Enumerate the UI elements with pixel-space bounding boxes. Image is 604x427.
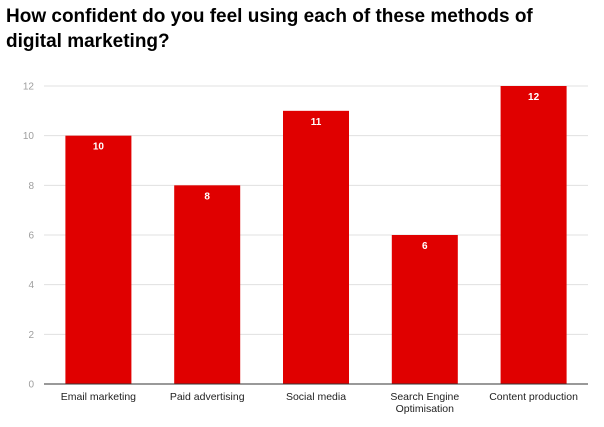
bar-2: [283, 110, 349, 384]
x-tick-label-3: Search Engine Optimisation: [390, 391, 459, 415]
y-tick-label-12: 12: [23, 82, 35, 93]
data-label-1: 8: [204, 191, 210, 202]
bar-3: [391, 235, 458, 384]
data-label-4: 12: [528, 92, 540, 103]
x-tick-label-line: Content production: [489, 391, 578, 403]
x-tick-label-line: Optimisation: [396, 403, 455, 415]
x-tick-label-0: Email marketing: [61, 391, 136, 403]
y-tick-label-8: 8: [28, 181, 34, 192]
x-tick-label-1: Paid advertising: [170, 391, 245, 403]
x-tick-label-line: Social media: [286, 391, 346, 403]
x-tick-label-2: Social media: [286, 391, 346, 403]
data-label-0: 10: [93, 142, 105, 153]
y-tick-label-0: 0: [28, 380, 34, 391]
y-tick-label-10: 10: [23, 131, 35, 142]
x-tick-label-line: Paid advertising: [170, 391, 245, 403]
bar-1: [174, 185, 241, 384]
x-tick-label-line: Search Engine: [390, 391, 459, 403]
y-tick-label-6: 6: [28, 231, 34, 242]
y-tick-label-2: 2: [28, 330, 34, 341]
data-label-2: 11: [311, 117, 322, 128]
y-tick-label-4: 4: [28, 280, 34, 291]
x-tick-label-4: Content production: [489, 391, 578, 403]
bar-0: [65, 135, 132, 384]
data-label-3: 6: [422, 241, 428, 252]
chart-title: How confident do you feel using each of …: [6, 6, 533, 52]
bar-4: [500, 86, 567, 384]
x-tick-label-line: Email marketing: [61, 391, 136, 403]
